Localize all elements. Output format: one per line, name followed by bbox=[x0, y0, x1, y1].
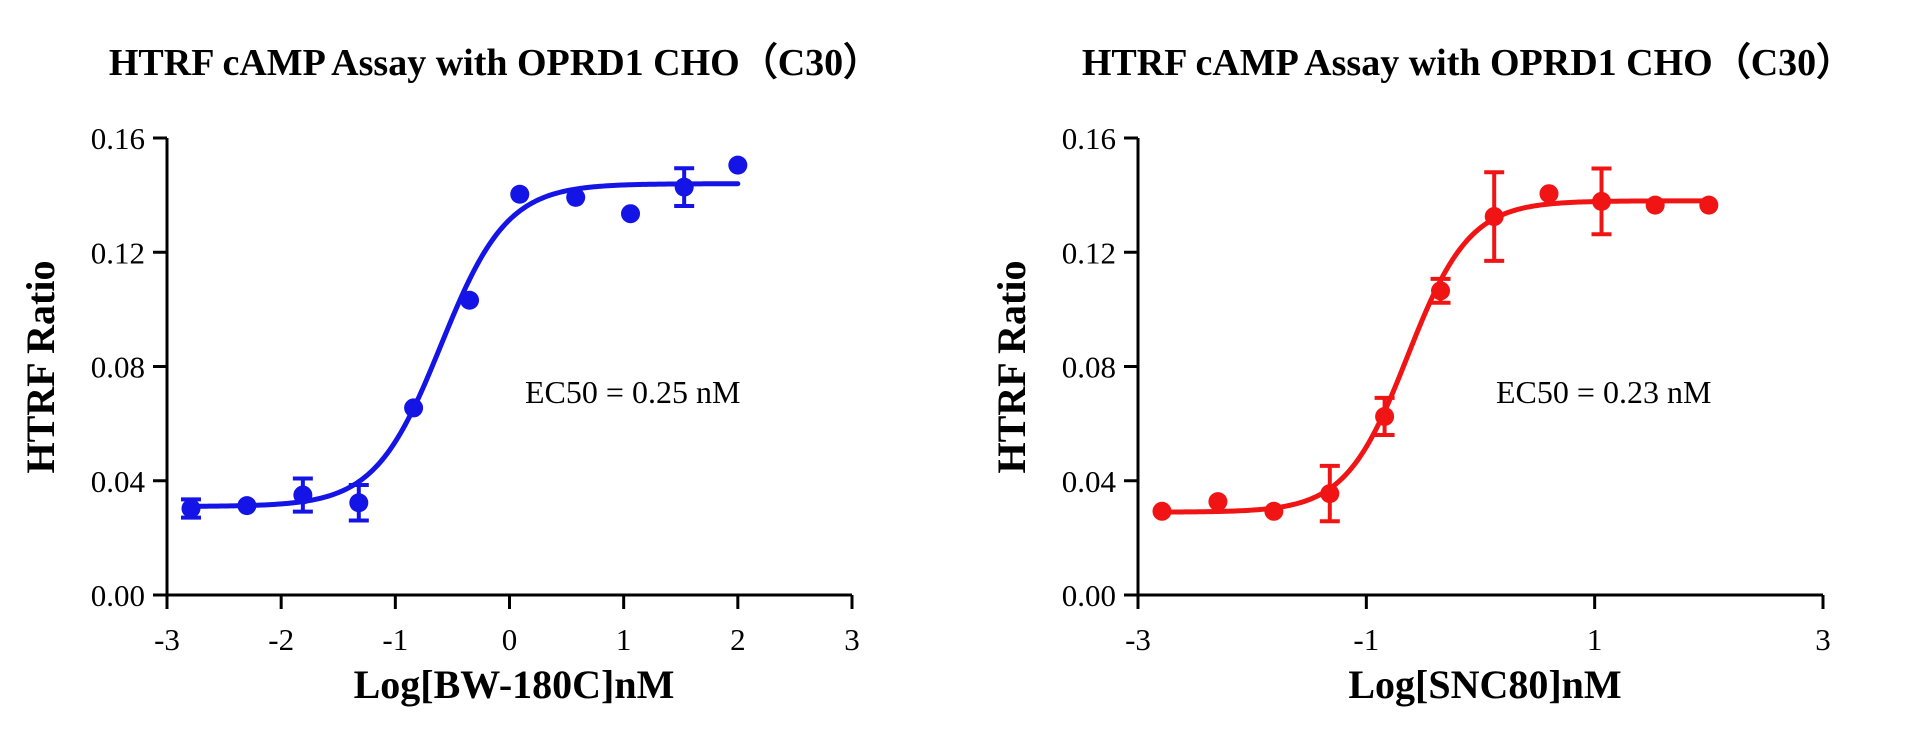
data-point bbox=[510, 184, 530, 204]
data-point bbox=[1208, 492, 1228, 512]
x-tick-label: 1 bbox=[1587, 622, 1603, 657]
x-tick-label: 3 bbox=[1815, 622, 1831, 657]
y-axis-label: HTRF Ratio bbox=[18, 261, 63, 474]
data-point bbox=[460, 290, 480, 310]
x-tick-label: -3 bbox=[154, 622, 180, 657]
x-tick-label: 1 bbox=[616, 622, 632, 657]
y-tick-label: 0.00 bbox=[91, 578, 145, 613]
x-axis-label: Log[SNC80]nM bbox=[1348, 662, 1621, 707]
y-tick-label: 0.12 bbox=[1062, 235, 1116, 270]
y-tick-label: 0.08 bbox=[1062, 350, 1116, 385]
data-point bbox=[293, 485, 313, 505]
data-point bbox=[1375, 406, 1395, 426]
y-axis-label: HTRF Ratio bbox=[989, 261, 1034, 474]
y-tick-label: 0.16 bbox=[1062, 121, 1116, 156]
data-point bbox=[1645, 195, 1665, 215]
x-tick-label: -1 bbox=[382, 622, 408, 657]
ec50-annotation: EC50 = 0.25 nM bbox=[525, 374, 740, 410]
data-point bbox=[1152, 501, 1172, 521]
data-point bbox=[237, 496, 257, 516]
y-tick-label: 0.12 bbox=[91, 235, 145, 270]
data-point bbox=[404, 398, 424, 418]
y-tick-label: 0.16 bbox=[91, 121, 145, 156]
fit-curve bbox=[1159, 198, 1712, 515]
y-tick-label: 0.00 bbox=[1062, 578, 1116, 613]
chart-title: HTRF cAMP Assay with OPRD1 CHO（C30） bbox=[1082, 42, 1854, 84]
data-point bbox=[349, 493, 369, 513]
data-point bbox=[621, 204, 641, 224]
x-tick-label: 3 bbox=[844, 622, 860, 657]
x-tick-label: -2 bbox=[268, 622, 294, 657]
data-point bbox=[1539, 184, 1559, 204]
y-tick-label: 0.04 bbox=[1062, 464, 1117, 499]
data-point bbox=[1592, 191, 1612, 211]
x-tick-label: 2 bbox=[730, 622, 746, 657]
chart-panel-left: HTRF cAMP Assay with OPRD1 CHO（C30） HTRF… bbox=[18, 42, 881, 707]
data-point bbox=[728, 155, 748, 175]
data-point bbox=[181, 498, 201, 518]
x-tick-label: 0 bbox=[502, 622, 518, 657]
data-point bbox=[674, 177, 694, 197]
x-tick-label: -3 bbox=[1125, 622, 1151, 657]
data-point bbox=[1484, 207, 1504, 227]
y-tick-label: 0.08 bbox=[91, 350, 145, 385]
fit-curve bbox=[188, 181, 741, 509]
data-point bbox=[1699, 195, 1719, 215]
data-point bbox=[1320, 484, 1340, 504]
ec50-annotation: EC50 = 0.23 nM bbox=[1496, 374, 1711, 410]
data-point bbox=[566, 187, 586, 207]
data-point bbox=[1431, 281, 1451, 301]
x-tick-label: -1 bbox=[1353, 622, 1379, 657]
data-point bbox=[1264, 501, 1284, 521]
y-tick-label: 0.04 bbox=[91, 464, 146, 499]
chart-title: HTRF cAMP Assay with OPRD1 CHO（C30） bbox=[109, 42, 881, 84]
x-axis-label: Log[BW-180C]nM bbox=[354, 662, 675, 707]
chart-panel-right: HTRF cAMP Assay with OPRD1 CHO（C30） HTRF… bbox=[989, 42, 1854, 707]
